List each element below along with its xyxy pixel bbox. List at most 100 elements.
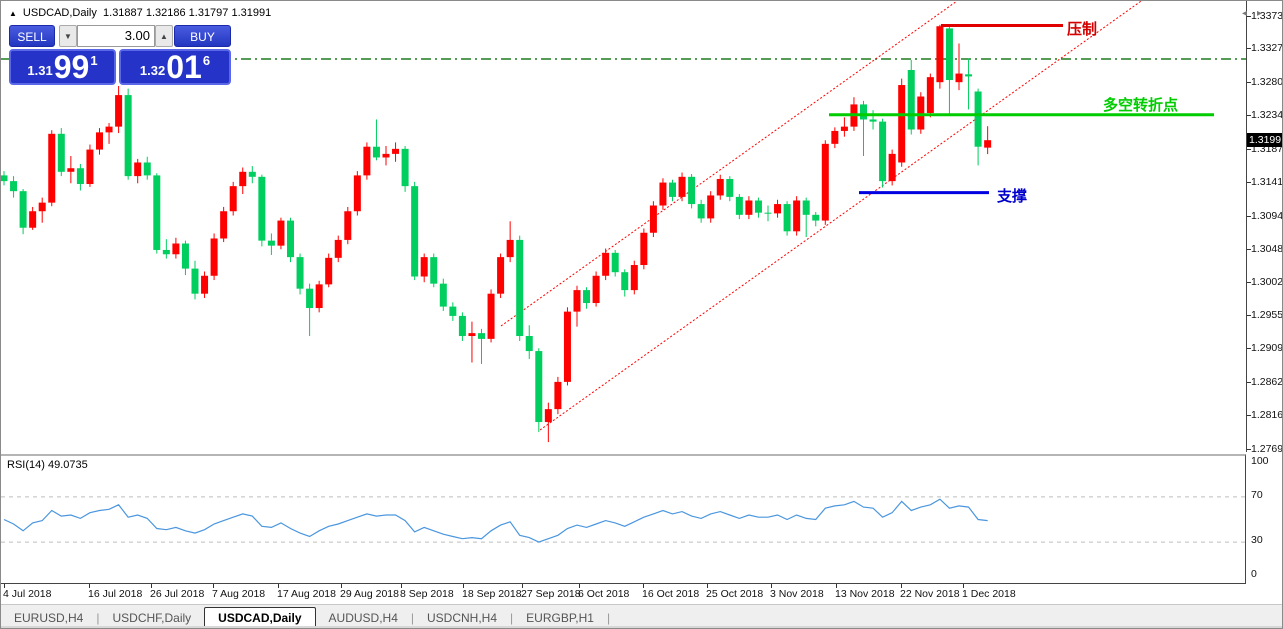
channel-upper-trendline[interactable] <box>500 1 958 327</box>
date-label: 3 Nov 2018 <box>770 588 824 600</box>
candle-body <box>201 275 209 294</box>
candle <box>697 199 705 223</box>
volume-input[interactable]: 3.00 <box>77 25 155 47</box>
candle <box>611 249 619 277</box>
candle-body <box>76 168 84 184</box>
candle <box>688 173 696 209</box>
candle-body <box>210 238 218 276</box>
candle <box>945 25 953 115</box>
candle-body <box>611 252 619 273</box>
candle <box>478 328 485 364</box>
tab-separator: | <box>510 611 514 625</box>
price-axis[interactable]: 1.337301.332701.328001.323401.318701.314… <box>1247 1 1283 584</box>
price-tick <box>1247 148 1251 150</box>
candle-body <box>449 306 457 316</box>
candle-body <box>535 351 543 423</box>
candle <box>153 173 161 254</box>
date-tick <box>771 584 772 588</box>
price-tick <box>1247 82 1251 84</box>
candle <box>735 194 743 220</box>
candle-body <box>678 176 686 197</box>
candle <box>783 201 791 236</box>
candle-body <box>821 143 829 221</box>
tab-scroll-arrows[interactable]: ◂▸ <box>1241 8 1272 19</box>
tab-audusd-h4[interactable]: AUDUSD,H4 <box>328 611 398 625</box>
volume-up-button[interactable]: ▲ <box>155 25 173 47</box>
sell-quote-panel[interactable]: 1.31 99 1 <box>9 49 116 85</box>
date-label: 16 Oct 2018 <box>642 588 700 600</box>
tab-usdcnh-h4[interactable]: USDCNH,H4 <box>427 611 498 625</box>
candle-body <box>258 176 266 241</box>
candle-body <box>162 249 170 255</box>
price-tick <box>1247 248 1251 250</box>
candle <box>372 119 380 161</box>
sell-button[interactable]: SELL <box>9 25 55 47</box>
collapse-chart-icon[interactable]: ▲ <box>9 9 17 18</box>
candle-body <box>478 333 485 339</box>
buy-button[interactable]: BUY <box>174 25 231 47</box>
candle <box>363 142 371 180</box>
candle <box>774 199 782 218</box>
channel-lower-trendline[interactable] <box>539 1 1151 431</box>
tab-eurusd-h4[interactable]: EURUSD,H4 <box>14 611 84 625</box>
rsi-axis-label: 70 <box>1251 488 1263 501</box>
candle-body <box>296 257 304 289</box>
price-tick <box>1247 281 1251 283</box>
candle-body <box>497 257 505 294</box>
price-tick <box>1247 448 1251 450</box>
candle <box>726 176 734 202</box>
candle <box>821 140 829 225</box>
candle-body <box>812 214 820 221</box>
candle <box>449 302 457 321</box>
candle-body <box>860 104 867 120</box>
price-axis-label: 1.30480 <box>1251 242 1283 255</box>
chart-tab-bar: EURUSD,H4 | USDCHF,Daily USDCAD,Daily AUDUSD… <box>1 604 1282 627</box>
candle-body <box>353 175 361 212</box>
date-axis[interactable]: 4 Jul 2018 16 Jul 2018 26 Jul 2018 7 Aug 20… <box>1 584 1247 604</box>
tab-usdchf-daily[interactable]: USDCHF,Daily <box>112 611 192 625</box>
candle-body <box>439 283 447 307</box>
candle <box>430 253 438 288</box>
candle-body <box>640 232 648 266</box>
buy-price-big: 01 <box>166 49 202 85</box>
candle <box>29 206 37 230</box>
candle <box>583 287 591 309</box>
candle-body <box>96 132 103 150</box>
candle <box>497 253 505 298</box>
candle-body <box>869 119 877 122</box>
candle-body <box>649 205 657 233</box>
candle-body <box>506 239 514 258</box>
candlestick-chart <box>1 1 1246 443</box>
candle <box>630 260 638 295</box>
candle <box>172 237 180 259</box>
date-tick <box>4 584 5 588</box>
candle-body <box>707 195 715 219</box>
candle <box>525 325 533 359</box>
candle <box>96 128 103 155</box>
candle-body <box>688 176 696 205</box>
candle-body <box>277 220 285 246</box>
buy-quote-panel[interactable]: 1.32 01 6 <box>119 49 231 85</box>
candle-body <box>754 200 762 213</box>
candle-body <box>134 162 142 177</box>
candle-body <box>458 315 466 336</box>
candle-body <box>965 74 973 77</box>
candle-body <box>344 211 352 240</box>
candle-body <box>115 95 123 127</box>
tab-usdcad-daily[interactable]: USDCAD,Daily <box>204 607 316 627</box>
candle-body <box>181 243 189 269</box>
date-tick <box>151 584 152 588</box>
rsi-chart <box>1 496 1246 543</box>
current-price-badge: 1.31991 <box>1247 133 1282 148</box>
candle <box>411 181 419 281</box>
candle-body <box>57 133 65 172</box>
one-click-trade-panel: SELL ▼ 3.00 ▲ BUY 1.31 99 1 1.32 01 6 <box>9 23 231 86</box>
candle-body <box>143 162 151 176</box>
candle <box>879 118 887 188</box>
candle-body <box>592 275 600 304</box>
volume-down-button[interactable]: ▼ <box>59 25 77 47</box>
tab-eurgbp-h1[interactable]: EURGBP,H1 <box>526 611 594 625</box>
candle <box>344 206 352 245</box>
candle-body <box>430 257 438 284</box>
price-axis-label: 1.28160 <box>1251 408 1283 421</box>
